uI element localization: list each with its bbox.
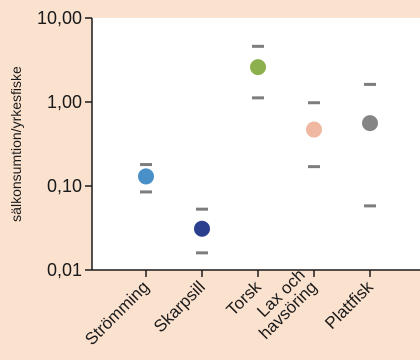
x-tick-label: Lax ochhavsöring	[243, 265, 321, 343]
data-point	[362, 115, 378, 132]
x-tick-label-line: Strömming	[81, 277, 153, 349]
data-point	[250, 59, 266, 76]
x-tick-label-line: Skarpsill	[150, 277, 209, 336]
y-tick-label: 0,01	[47, 260, 82, 280]
data-point	[306, 121, 322, 138]
x-tick-label: Plattfisk	[321, 277, 377, 333]
y-tick-label: 0,10	[47, 176, 82, 196]
x-tick-label-line: Plattfisk	[321, 277, 377, 333]
y-ticks: 0,01 0,10 1,00 10,00	[37, 8, 92, 280]
y-tick-label: 1,00	[47, 92, 82, 112]
y-tick-label: 10,00	[37, 8, 82, 28]
range-markers	[140, 44, 376, 255]
x-tick-label: Skarpsill	[150, 277, 209, 336]
data-point	[194, 220, 210, 237]
data-point	[138, 168, 154, 185]
y-axis-label: sälkonsumtion/yrkesfiske	[8, 66, 24, 222]
data-points	[138, 59, 378, 237]
x-tick-label: Strömming	[81, 277, 153, 349]
plot-area	[92, 18, 420, 270]
